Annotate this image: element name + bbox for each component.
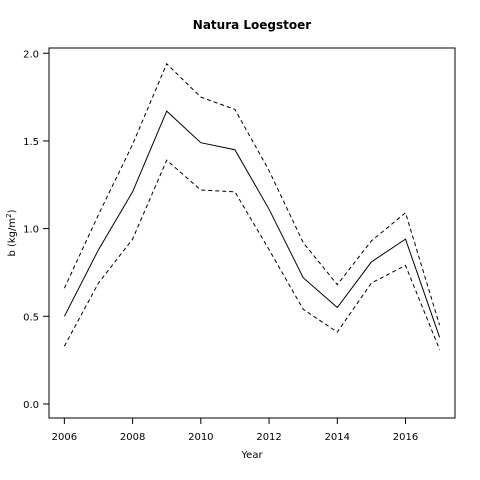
y-tick-label: 0.0 [23, 400, 39, 411]
x-tick-label: 2010 [188, 432, 213, 443]
y-axis: 0.0 0.5 1.0 1.5 2.0 [23, 49, 49, 411]
chart-title: Natura Loegstoer [193, 18, 311, 32]
x-tick-label: 2012 [256, 432, 281, 443]
y-tick-label: 1.5 [23, 137, 39, 148]
y-axis-label-close: ) [7, 209, 18, 213]
y-tick-label: 2.0 [23, 49, 39, 60]
plot-frame [48, 47, 456, 419]
series-line-lower [63, 159, 441, 350]
x-axis-label: Year [240, 450, 263, 461]
y-axis-label-superscript: 2 [5, 213, 13, 217]
x-tick-label: 2006 [52, 432, 77, 443]
y-tick-label: 1.0 [23, 225, 39, 236]
x-tick-label: 2014 [325, 432, 350, 443]
y-tick-label: 0.5 [23, 312, 39, 323]
series-group [63, 62, 441, 350]
x-axis: 2006 2008 2010 2012 2014 2016 [52, 418, 418, 443]
x-tick-label: 2016 [393, 432, 418, 443]
x-tick-label: 2008 [120, 432, 145, 443]
y-axis-label: b (kg/m2) [5, 209, 18, 256]
y-axis-label-main: b (kg/m [7, 218, 18, 257]
series-line-estimate [63, 110, 441, 338]
series-line-upper [63, 62, 441, 326]
